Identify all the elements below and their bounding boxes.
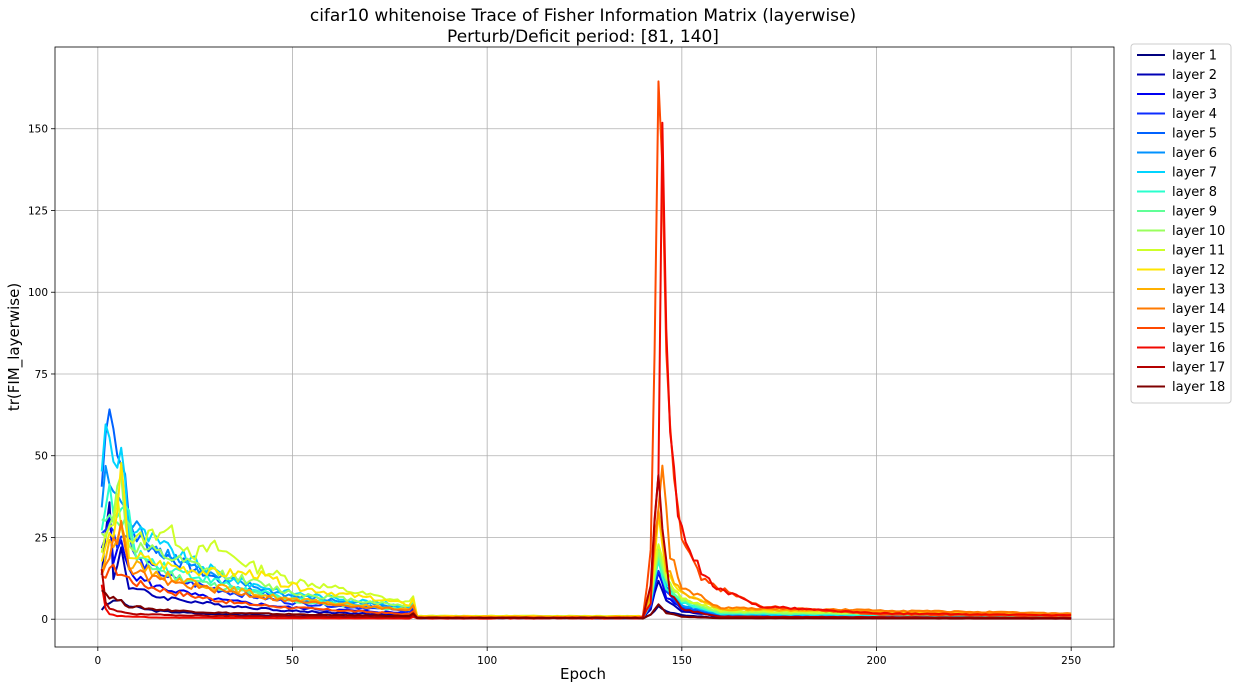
legend: layer 1 layer 2 layer 3 layer 4 layer 5 layer… xyxy=(1130,43,1232,404)
legend-label: layer 2 xyxy=(1172,68,1217,83)
series-line-13 xyxy=(100,508,1072,619)
legend-label: layer 3 xyxy=(1172,88,1217,103)
series-line-17 xyxy=(100,474,1072,620)
legend-label: layer 17 xyxy=(1172,361,1225,376)
x-tick-label: 250 xyxy=(1061,655,1081,667)
x-tick-label: 50 xyxy=(286,655,299,667)
x-tick-label: 0 xyxy=(94,655,101,667)
y-axis: 0 25 50 75 100 125 150 xyxy=(28,124,55,626)
legend-label: layer 8 xyxy=(1172,185,1217,200)
grid xyxy=(55,47,1114,647)
legend-label: layer 16 xyxy=(1172,341,1225,356)
series-line-16 xyxy=(100,121,1072,620)
y-tick-label: 100 xyxy=(28,287,48,299)
x-axis: 0 50 100 150 200 250 xyxy=(94,647,1081,667)
chart-title-line1: cifar10 whitenoise Trace of Fisher Infor… xyxy=(310,6,856,26)
legend-label: layer 14 xyxy=(1172,302,1225,317)
series-line-18 xyxy=(101,589,1072,620)
legend-label: layer 10 xyxy=(1172,224,1225,239)
y-tick-label: 75 xyxy=(35,369,48,381)
x-tick-label: 200 xyxy=(866,655,886,667)
legend-label: layer 5 xyxy=(1172,127,1217,142)
legend-label: layer 12 xyxy=(1172,263,1225,278)
series-line-11 xyxy=(100,494,1072,619)
legend-label: layer 6 xyxy=(1172,146,1217,161)
series-line-14 xyxy=(100,464,1072,619)
y-tick-label: 50 xyxy=(35,451,48,463)
series-line-5 xyxy=(100,408,1072,619)
legend-label: layer 13 xyxy=(1172,283,1225,298)
y-tick-label: 0 xyxy=(41,614,48,626)
series-line-8 xyxy=(100,483,1072,619)
y-tick-label: 150 xyxy=(28,124,48,136)
legend-label: layer 11 xyxy=(1172,244,1225,259)
legend-label: layer 7 xyxy=(1172,166,1217,181)
series-line-10 xyxy=(100,474,1072,619)
y-tick-label: 125 xyxy=(28,205,48,217)
y-axis-label: tr(FIM_layerwise) xyxy=(5,283,24,411)
series-group xyxy=(100,80,1072,620)
legend-label: layer 9 xyxy=(1172,205,1217,220)
chart-title-line2: Perturb/Deficit period: [81, 140] xyxy=(447,27,719,47)
y-tick-label: 25 xyxy=(35,532,48,544)
legend-label: layer 1 xyxy=(1172,49,1217,64)
x-tick-label: 150 xyxy=(672,655,692,667)
x-axis-label: Epoch xyxy=(560,665,606,683)
legend-label: layer 18 xyxy=(1172,380,1225,395)
legend-label: layer 15 xyxy=(1172,322,1225,337)
series-line-2 xyxy=(100,501,1072,620)
plot-area xyxy=(54,46,1115,648)
x-tick-label: 100 xyxy=(477,655,497,667)
legend-label: layer 4 xyxy=(1172,107,1217,122)
